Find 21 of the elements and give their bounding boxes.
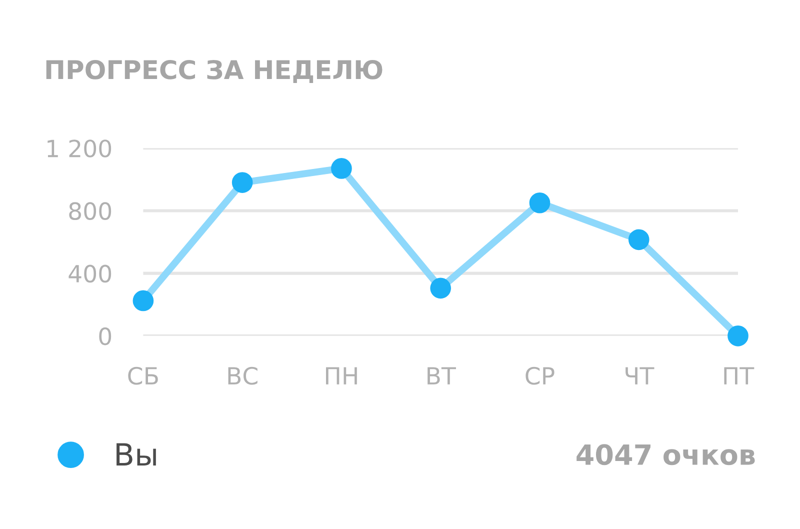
y-tick-label: 1 200 bbox=[48, 140, 112, 158]
point bbox=[529, 192, 550, 214]
x-tick-label: ПТ bbox=[724, 367, 754, 384]
point bbox=[430, 278, 452, 299]
point bbox=[728, 326, 748, 346]
x-tick-label: СБ bbox=[128, 366, 158, 385]
x-tick-label: СР bbox=[526, 366, 554, 385]
text: 4047 очков bbox=[576, 444, 755, 466]
point bbox=[232, 172, 253, 193]
y-tick-label: 800 bbox=[69, 202, 112, 220]
x-tick-label: ВС bbox=[228, 366, 258, 385]
point bbox=[628, 229, 650, 250]
y-tick-label: 400 bbox=[68, 264, 112, 283]
y-tick-label: 0 bbox=[99, 327, 112, 346]
x-tick-label: ЧТ bbox=[626, 367, 654, 384]
legend-label: Вы bbox=[116, 443, 156, 466]
point bbox=[132, 290, 154, 312]
point bbox=[331, 158, 352, 179]
x-tick-label: ВТ bbox=[428, 367, 456, 384]
x-tick-label: ПН bbox=[326, 367, 357, 384]
chart-title: ПРОГРЕСС ЗА НЕДЕЛЮ bbox=[46, 60, 382, 84]
